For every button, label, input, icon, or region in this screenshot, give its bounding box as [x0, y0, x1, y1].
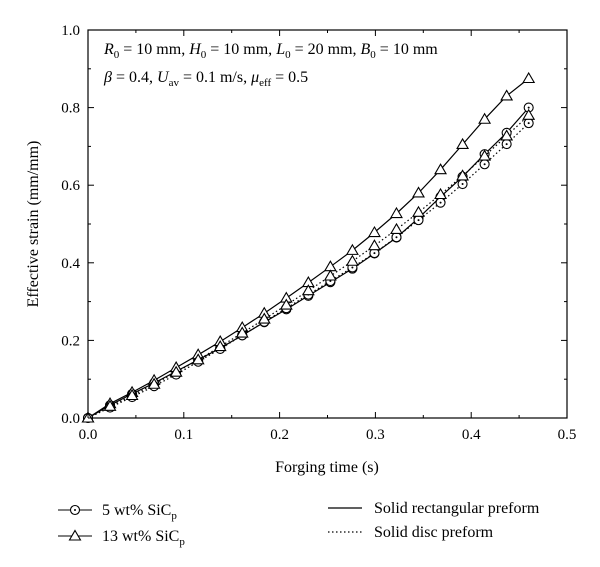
data-point-triangle: [390, 206, 403, 219]
data-point-circle-center: [395, 236, 398, 239]
data-point-triangle: [169, 365, 183, 377]
y-tick-label: 0.6: [61, 178, 80, 194]
legend-label-5wt: 5 wt% SiCp: [102, 502, 177, 522]
data-point-triangle: [456, 137, 470, 150]
data-point-triangle: [125, 388, 139, 401]
data-point-triangle: [522, 71, 536, 84]
x-tick-label: 0.0: [79, 427, 98, 443]
legend-label-disc: Solid disc preform: [374, 524, 494, 541]
data-point-triangle: [478, 149, 492, 161]
series-13wt-disc: [81, 108, 536, 423]
series-line: [87, 114, 530, 419]
parameter-annotation: R0 = 10 mm, H0 = 10 mm, L0 = 20 mm, B0 =…: [103, 41, 438, 89]
parameter-line-1: R0 = 10 mm, H0 = 10 mm, L0 = 20 mm, B0 =…: [103, 41, 438, 61]
data-point-triangle: [434, 163, 447, 175]
data-point-triangle: [412, 205, 425, 217]
x-tick-label: 0.1: [174, 427, 193, 443]
data-point-circle-center: [483, 163, 486, 166]
data-point-circle-center: [461, 183, 464, 186]
data-point-triangle: [257, 312, 271, 324]
legend-label-rectangular: Solid rectangular preform: [374, 500, 540, 517]
data-point-triangle: [522, 108, 536, 120]
data-point-triangle: [235, 326, 249, 338]
y-tick-label: 0.8: [61, 101, 80, 117]
legend-label-13wt: 13 wt% SiCp: [102, 528, 185, 548]
data-point-triangle: [191, 353, 205, 365]
legend-item-13wt: 13 wt% SiCp: [58, 528, 185, 548]
x-tick-label: 0.5: [558, 427, 577, 443]
data-point-circle-center: [351, 266, 354, 269]
data-point-triangle: [147, 377, 161, 389]
data-point-triangle: [323, 269, 337, 281]
legend-triangle-marker: [68, 529, 82, 541]
tick-layer: 0.0 0.1 0.2 0.3 0.4 0.5 0.0 0.2 0.4 0.6 0.8 1.0: [61, 23, 576, 443]
data-point-triangle: [500, 129, 514, 141]
legend: 5 wt% SiCp 13 wt% SiCp Solid rectangular…: [58, 500, 540, 548]
data-point-triangle: [279, 298, 293, 310]
x-tick-label: 0.3: [366, 427, 385, 443]
legend-item-disc: Solid disc preform: [328, 524, 494, 541]
legend-item-5wt: 5 wt% SiCp: [58, 502, 177, 522]
data-point-triangle: [456, 169, 470, 181]
data-point-triangle: [301, 284, 315, 296]
x-axis-title: Forging time (s): [275, 459, 379, 476]
data-point-triangle: [345, 243, 359, 255]
x-tick-label: 0.2: [270, 427, 289, 443]
data-point-triangle: [213, 340, 227, 352]
series-13wt-rectangular: [81, 71, 536, 423]
data-point-triangle: [412, 186, 425, 198]
y-tick-label: 1.0: [61, 23, 80, 39]
data-point-triangle: [103, 399, 117, 411]
data-point-circle-center: [373, 252, 376, 255]
legend-circle-marker-dot: [74, 509, 76, 511]
data-point-triangle: [367, 225, 381, 238]
data-point-circle-center: [527, 106, 530, 109]
data-point-triangle: [390, 222, 403, 234]
data-point-triangle: [345, 254, 359, 266]
x-tick-label: 0.4: [462, 427, 481, 443]
y-tick-label: 0.0: [61, 411, 80, 427]
data-point-circle-center: [527, 122, 530, 125]
y-tick-label: 0.2: [61, 333, 80, 349]
legend-item-rectangular: Solid rectangular preform: [328, 500, 540, 517]
data-point-triangle: [367, 239, 381, 251]
series-layer: [81, 71, 536, 424]
y-tick-label: 0.4: [61, 256, 80, 272]
data-point-triangle: [478, 112, 492, 124]
data-point-circle-center: [439, 201, 442, 204]
data-point-circle-center: [505, 143, 508, 146]
data-point-triangle: [434, 187, 447, 200]
y-axis-title: Effective strain (mm/mm): [25, 141, 42, 308]
data-point-circle-center: [417, 219, 420, 222]
parameter-line-2: β = 0.4, Uav = 0.1 m/s, μeff = 0.5: [103, 69, 308, 89]
data-point-triangle: [500, 89, 514, 101]
